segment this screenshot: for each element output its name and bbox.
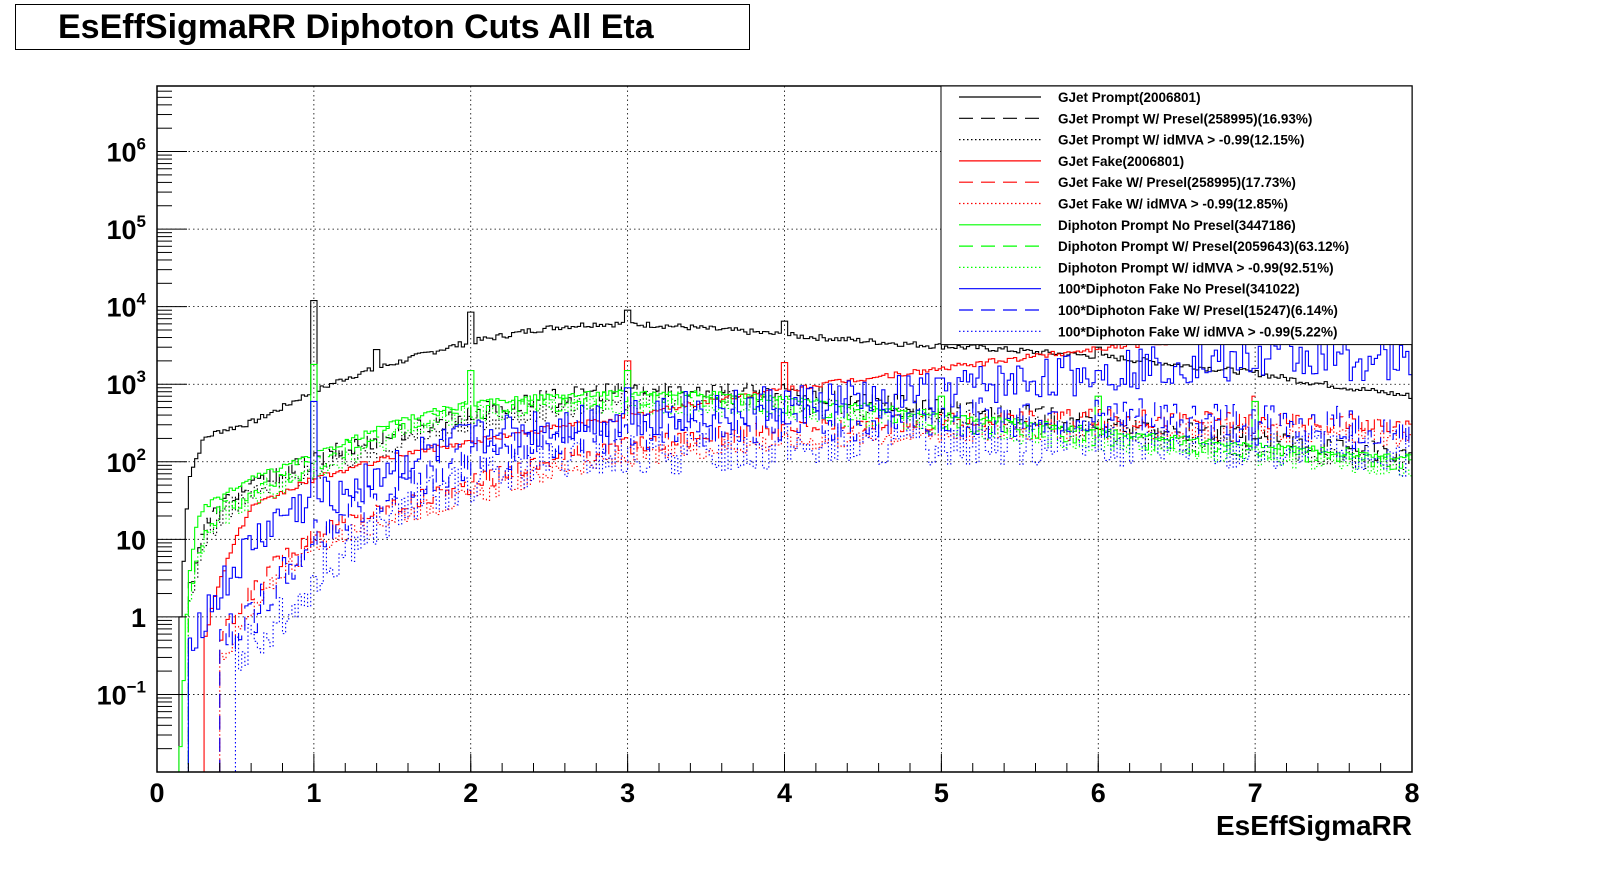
series-line xyxy=(157,339,1415,777)
x-tick-label: 4 xyxy=(777,778,792,808)
y-tick-base: 10 xyxy=(106,293,136,323)
legend-entry: Diphoton Prompt W/ idMVA > -0.99(92.51%) xyxy=(1058,260,1334,275)
y-tick-label: 104 xyxy=(106,290,146,323)
x-tick-label: 0 xyxy=(149,778,164,808)
y-tick-exponent: 6 xyxy=(137,135,146,154)
legend-entry: GJet Prompt W/ idMVA > -0.99(12.15%) xyxy=(1058,133,1304,148)
y-tick-exponent: 5 xyxy=(137,212,146,231)
y-tick-label: 10 xyxy=(116,525,146,555)
y-tick-label: 103 xyxy=(106,367,146,400)
x-tick-label: 7 xyxy=(1248,778,1263,808)
y-tick-label: 1 xyxy=(131,603,146,633)
y-tick-base: 10 xyxy=(116,525,146,555)
series-layer xyxy=(157,301,1415,777)
y-tick-label: 10−1 xyxy=(97,677,146,710)
legend-entry: GJet Prompt W/ Presel(258995)(16.93%) xyxy=(1058,111,1312,126)
series-line xyxy=(157,301,1415,777)
x-tick-label: 8 xyxy=(1404,778,1419,808)
series-line xyxy=(157,423,1415,777)
legend-entry: 100*Diphoton Fake No Presel(341022) xyxy=(1058,282,1300,297)
legend-entry: GJet Prompt(2006801) xyxy=(1058,90,1201,105)
y-tick-exponent: 2 xyxy=(137,445,146,464)
legend-entry: GJet Fake W/ idMVA > -0.99(12.85%) xyxy=(1058,197,1288,212)
y-tick-label: 106 xyxy=(106,135,146,168)
legend: GJet Prompt(2006801) GJet Prompt W/ Prese… xyxy=(941,86,1412,345)
y-tick-base: 10 xyxy=(106,138,136,168)
y-tick-exponent: 4 xyxy=(137,290,147,309)
x-tick-label: 3 xyxy=(620,778,635,808)
y-tick-base: 10 xyxy=(106,448,136,478)
series-line xyxy=(157,421,1415,777)
y-tick-exponent: −1 xyxy=(127,677,146,696)
x-axis-title: EsEffSigmaRR xyxy=(1216,810,1412,841)
legend-entry: GJet Fake(2006801) xyxy=(1058,154,1184,169)
y-tick-base: 10 xyxy=(97,680,127,710)
x-tick-label: 1 xyxy=(306,778,321,808)
y-tick-base: 10 xyxy=(106,215,136,245)
y-tick-label: 105 xyxy=(106,212,146,245)
legend-entry: GJet Fake W/ Presel(258995)(17.73%) xyxy=(1058,175,1296,190)
legend-entry: 100*Diphoton Fake W/ Presel(15247)(6.14%… xyxy=(1058,303,1338,318)
legend-entry: Diphoton Prompt No Presel(3447186) xyxy=(1058,218,1296,233)
y-tick-base: 1 xyxy=(131,603,146,633)
y-tick-exponent: 3 xyxy=(137,367,146,386)
x-tick-label: 5 xyxy=(934,778,949,808)
series-line xyxy=(157,328,1415,777)
y-tick-base: 10 xyxy=(106,370,136,400)
y-tick-label: 102 xyxy=(106,445,146,478)
x-tick-label: 2 xyxy=(463,778,478,808)
x-tick-label: 6 xyxy=(1091,778,1106,808)
series-line xyxy=(157,390,1415,777)
legend-entry: Diphoton Prompt W/ Presel(2059643)(63.12… xyxy=(1058,239,1349,254)
legend-entry: 100*Diphoton Fake W/ idMVA > -0.99(5.22%… xyxy=(1058,324,1337,339)
